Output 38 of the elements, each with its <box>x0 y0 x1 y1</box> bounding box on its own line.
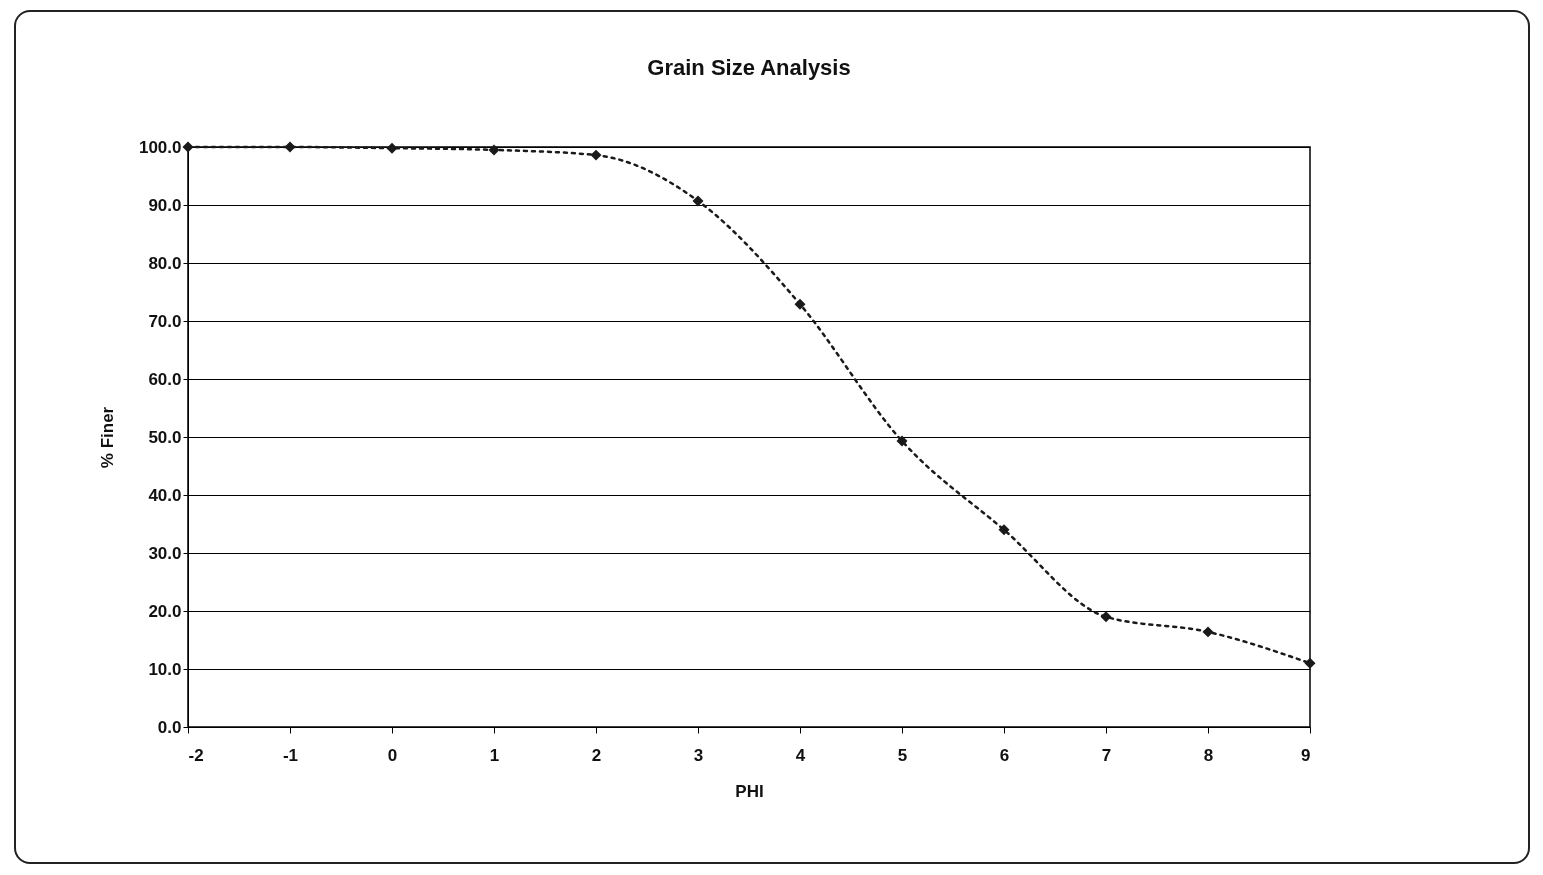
point <box>1100 611 1112 623</box>
x-tick-label: -1 <box>282 745 299 765</box>
point <box>488 144 500 156</box>
point <box>590 149 602 161</box>
y-tick-label: 10.0 <box>148 659 182 679</box>
y-tick-label: 80.0 <box>148 253 182 273</box>
y-tick-label: 50.0 <box>148 427 182 447</box>
y-tick-label: 100.0 <box>138 137 182 157</box>
y-tick-label: 60.0 <box>148 369 182 389</box>
point <box>1202 626 1214 638</box>
y-tick-label: 90.0 <box>148 195 182 215</box>
y-axis-title: % Finer <box>97 406 117 469</box>
y-tick-label: 30.0 <box>148 543 182 563</box>
point <box>182 141 194 153</box>
point <box>386 142 398 154</box>
x-tick-label: 4 <box>795 745 806 765</box>
x-tick-label: 8 <box>1203 745 1214 765</box>
x-tick-label: 0 <box>387 745 398 765</box>
x-tick-label: 7 <box>1101 745 1112 765</box>
y-tick-label: 0.0 <box>157 717 182 737</box>
point <box>998 524 1010 536</box>
point <box>794 298 806 310</box>
point <box>1304 657 1316 669</box>
x-tick-label: 5 <box>897 745 908 765</box>
x-tick-label: 3 <box>693 745 704 765</box>
y-tick-label: 70.0 <box>148 311 182 331</box>
y-tick-label: 40.0 <box>148 485 182 505</box>
x-tick-label: 6 <box>999 745 1010 765</box>
point <box>284 141 296 153</box>
y-tick-label: 20.0 <box>148 601 182 621</box>
x-tick-label: 1 <box>489 745 500 765</box>
point <box>896 435 908 447</box>
point <box>692 195 704 207</box>
x-axis-title: PHI <box>735 781 764 801</box>
chart-title: Grain Size Analysis <box>647 55 851 80</box>
x-tick-label: -2 <box>188 745 204 765</box>
x-tick-label: 9 <box>1301 745 1311 765</box>
x-tick-label: 2 <box>591 745 602 765</box>
